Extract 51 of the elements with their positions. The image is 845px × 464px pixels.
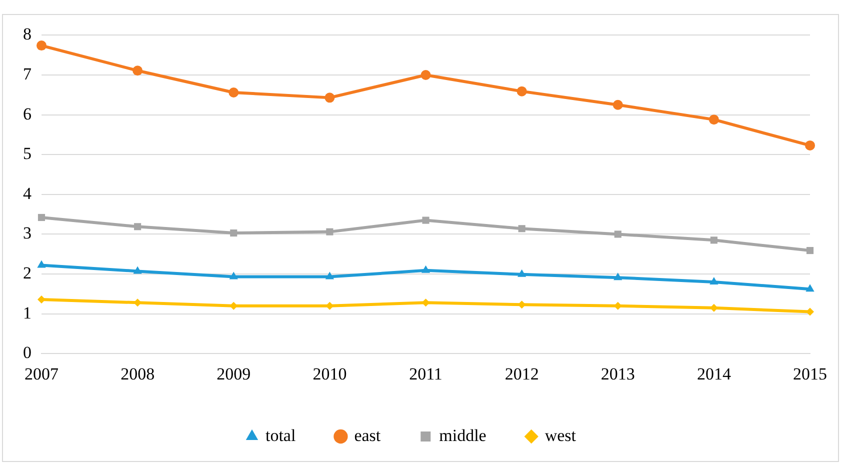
point <box>806 308 814 316</box>
y-tick-label: 3 <box>23 224 32 243</box>
point <box>324 92 335 103</box>
point <box>420 70 431 80</box>
legend-label: total <box>265 426 296 445</box>
point <box>325 272 334 280</box>
point <box>38 214 46 222</box>
point <box>134 223 142 230</box>
x-tick-label: 2012 <box>504 364 539 384</box>
y-tick-label: 4 <box>23 184 32 203</box>
y-tick-label: 8 <box>23 24 32 44</box>
y-tick-label: 6 <box>23 104 32 124</box>
point <box>614 272 622 280</box>
point <box>326 228 334 236</box>
point <box>422 216 430 224</box>
point <box>614 230 622 238</box>
x-tick-label: 2009 <box>216 364 251 384</box>
point <box>518 225 526 232</box>
point <box>38 295 46 304</box>
point <box>133 266 142 274</box>
point <box>229 272 238 280</box>
legend-label: east <box>354 426 381 445</box>
point <box>806 246 814 254</box>
y-tick-label: 0 <box>23 343 32 362</box>
x-tick-label: 2013 <box>600 364 635 384</box>
point <box>230 229 238 237</box>
x-tick-label: 2011 <box>409 364 442 384</box>
point <box>710 276 718 284</box>
y-tick-label: 1 <box>23 303 32 322</box>
point <box>710 236 718 244</box>
point <box>517 269 526 277</box>
point <box>806 284 814 292</box>
point <box>228 88 239 98</box>
point <box>708 114 719 125</box>
point <box>805 140 815 150</box>
point <box>612 100 623 110</box>
x-tick-label: 2015 <box>793 364 827 384</box>
point <box>516 86 527 96</box>
y-tick-label: 2 <box>23 263 32 282</box>
point <box>37 260 46 268</box>
x-tick-label: 2007 <box>24 364 59 384</box>
x-tick-label: 2010 <box>312 364 347 384</box>
point <box>36 40 46 51</box>
legend-label: west <box>544 426 576 445</box>
y-tick-label: 7 <box>23 64 32 84</box>
x-tick-label: 2014 <box>696 364 732 384</box>
y-tick-label: 5 <box>23 144 32 164</box>
legend-label: middle <box>439 426 486 445</box>
point <box>421 265 430 273</box>
x-tick-label: 2008 <box>120 364 155 384</box>
point <box>132 66 143 76</box>
